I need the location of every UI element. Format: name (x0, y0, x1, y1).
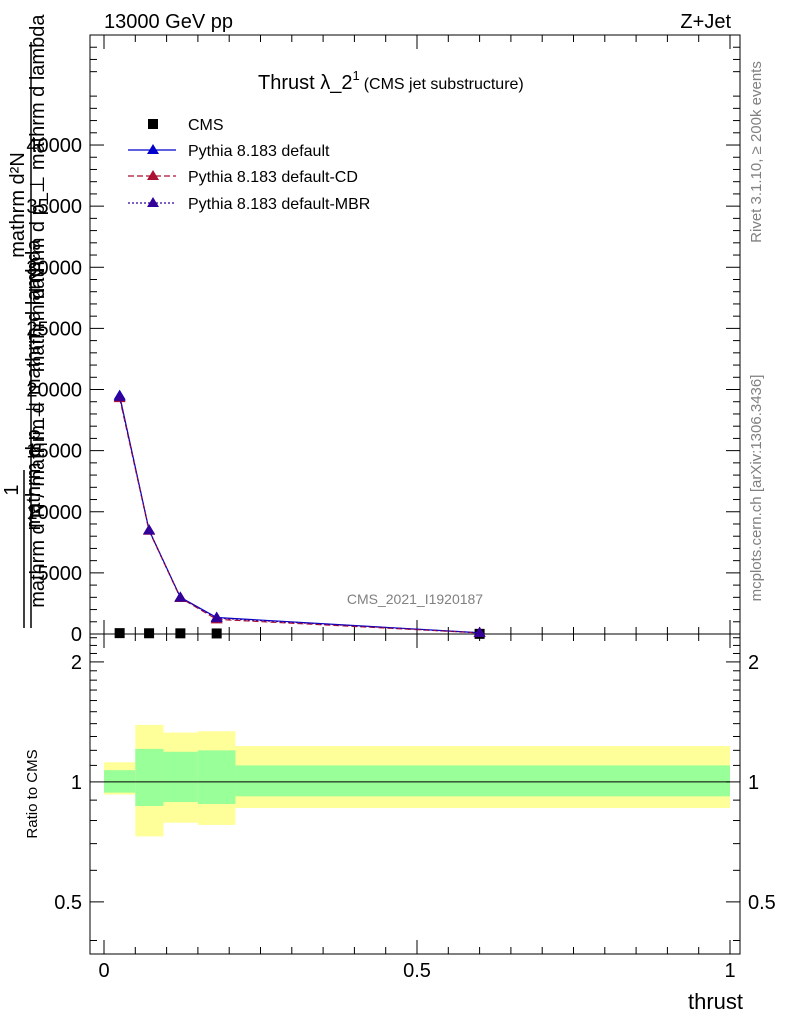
y-tick-label: 5000 (38, 563, 83, 585)
mcplots-label: mcplots.cern.ch [arXiv:1306.3436] (748, 375, 765, 602)
ratio-y-tick-label: 2 (71, 652, 82, 674)
series-marker (143, 524, 156, 535)
y-tick-label: 40000 (26, 135, 82, 157)
ylabel-overlap-1: mathrm d N (27, 268, 49, 372)
y-tick-label: 10000 (26, 502, 82, 524)
cms-data-point (144, 628, 155, 639)
data-series (113, 389, 486, 639)
ratio-panel-frame (89, 633, 741, 955)
x-axis-label: thrust (688, 989, 743, 1014)
y-axis-label: mathrm d²N mathrm d N mathrm d p_⊥ mathr… (1, 14, 49, 628)
series-marker (113, 390, 126, 401)
ratio-band-inner (235, 765, 730, 797)
ratio-band-inner (163, 751, 198, 803)
y-tick-label: 15000 (26, 441, 82, 463)
legend-cd-label: Pythia 8.183 default-CD (188, 169, 358, 186)
collision-label: 13000 GeV pp (104, 11, 233, 33)
legend-cms-marker (148, 119, 158, 129)
y-tick-label: 30000 (26, 257, 82, 279)
y-tick-label: 0 (71, 624, 82, 646)
ratio-band-inner (135, 748, 164, 807)
ylabel-denominator: mathrm d p_⊥ mathrm d lambda (27, 14, 49, 306)
y-tick-label: 20000 (26, 380, 82, 402)
axis-ticks: 0 5000 10000 15000 20000 25000 30000 35000 40000… (26, 35, 776, 982)
process-label: Z+Jet (680, 11, 731, 33)
plot-title-note: (CMS jet substructure) (364, 76, 524, 93)
rivet-label: Rivet 3.1.10, ≥ 200k events (748, 61, 765, 243)
ratio-band-inner (104, 770, 136, 793)
legend-default-marker (147, 144, 159, 154)
legend-cd-marker (147, 170, 159, 180)
series-marker (210, 612, 223, 623)
analysis-label: CMS_2021_I1920187 (347, 591, 483, 607)
ratio-y-tick-label-right: 1 (748, 772, 759, 794)
ratio-y-tick-label: 1 (71, 772, 82, 794)
ratio-ylabel: Ratio to CMS (24, 749, 41, 838)
ratio-y-tick-label-right: 0.5 (748, 892, 776, 914)
series-line (119, 396, 480, 634)
legend-mbr-marker (147, 197, 159, 207)
legend-cms-label: CMS (188, 117, 224, 134)
cms-data-point (175, 628, 186, 639)
ratio-bands (104, 724, 730, 837)
ratio-y-tick-label: 0.5 (54, 892, 82, 914)
plot-title: Thrust λ_21 (CMS jet substructure) (258, 68, 524, 94)
ylabel-prefix: mathrm d N / mathrm d (27, 402, 49, 608)
y-tick-label: 35000 (26, 196, 82, 218)
ratio-band-inner (197, 750, 236, 805)
x-tick-label: 1 (724, 960, 735, 982)
series-marker (473, 626, 486, 637)
x-tick-label: 0 (98, 960, 109, 982)
legend-mbr-label: Pythia 8.183 default-MBR (188, 196, 370, 213)
ylabel-one: 1 (1, 484, 23, 495)
ylabel-overlap-2: mathrm d p_⊥ mathrm d lambda (23, 239, 45, 531)
cms-data-point (211, 628, 222, 639)
ylabel-numerator: mathrm d²N (7, 152, 29, 258)
ratio-y-tick-label-right: 2 (748, 652, 759, 674)
legend: CMS Pythia 8.183 default Pythia 8.183 de… (128, 117, 370, 213)
series-marker (174, 591, 187, 602)
x-tick-label: 0.5 (403, 960, 431, 982)
y-tick-label: 25000 (26, 318, 82, 340)
plot-title-main: Thrust λ_2 (258, 72, 352, 94)
legend-default-label: Pythia 8.183 default (188, 143, 330, 160)
plot-title-sup: 1 (352, 68, 359, 83)
cms-data-point (114, 628, 125, 639)
